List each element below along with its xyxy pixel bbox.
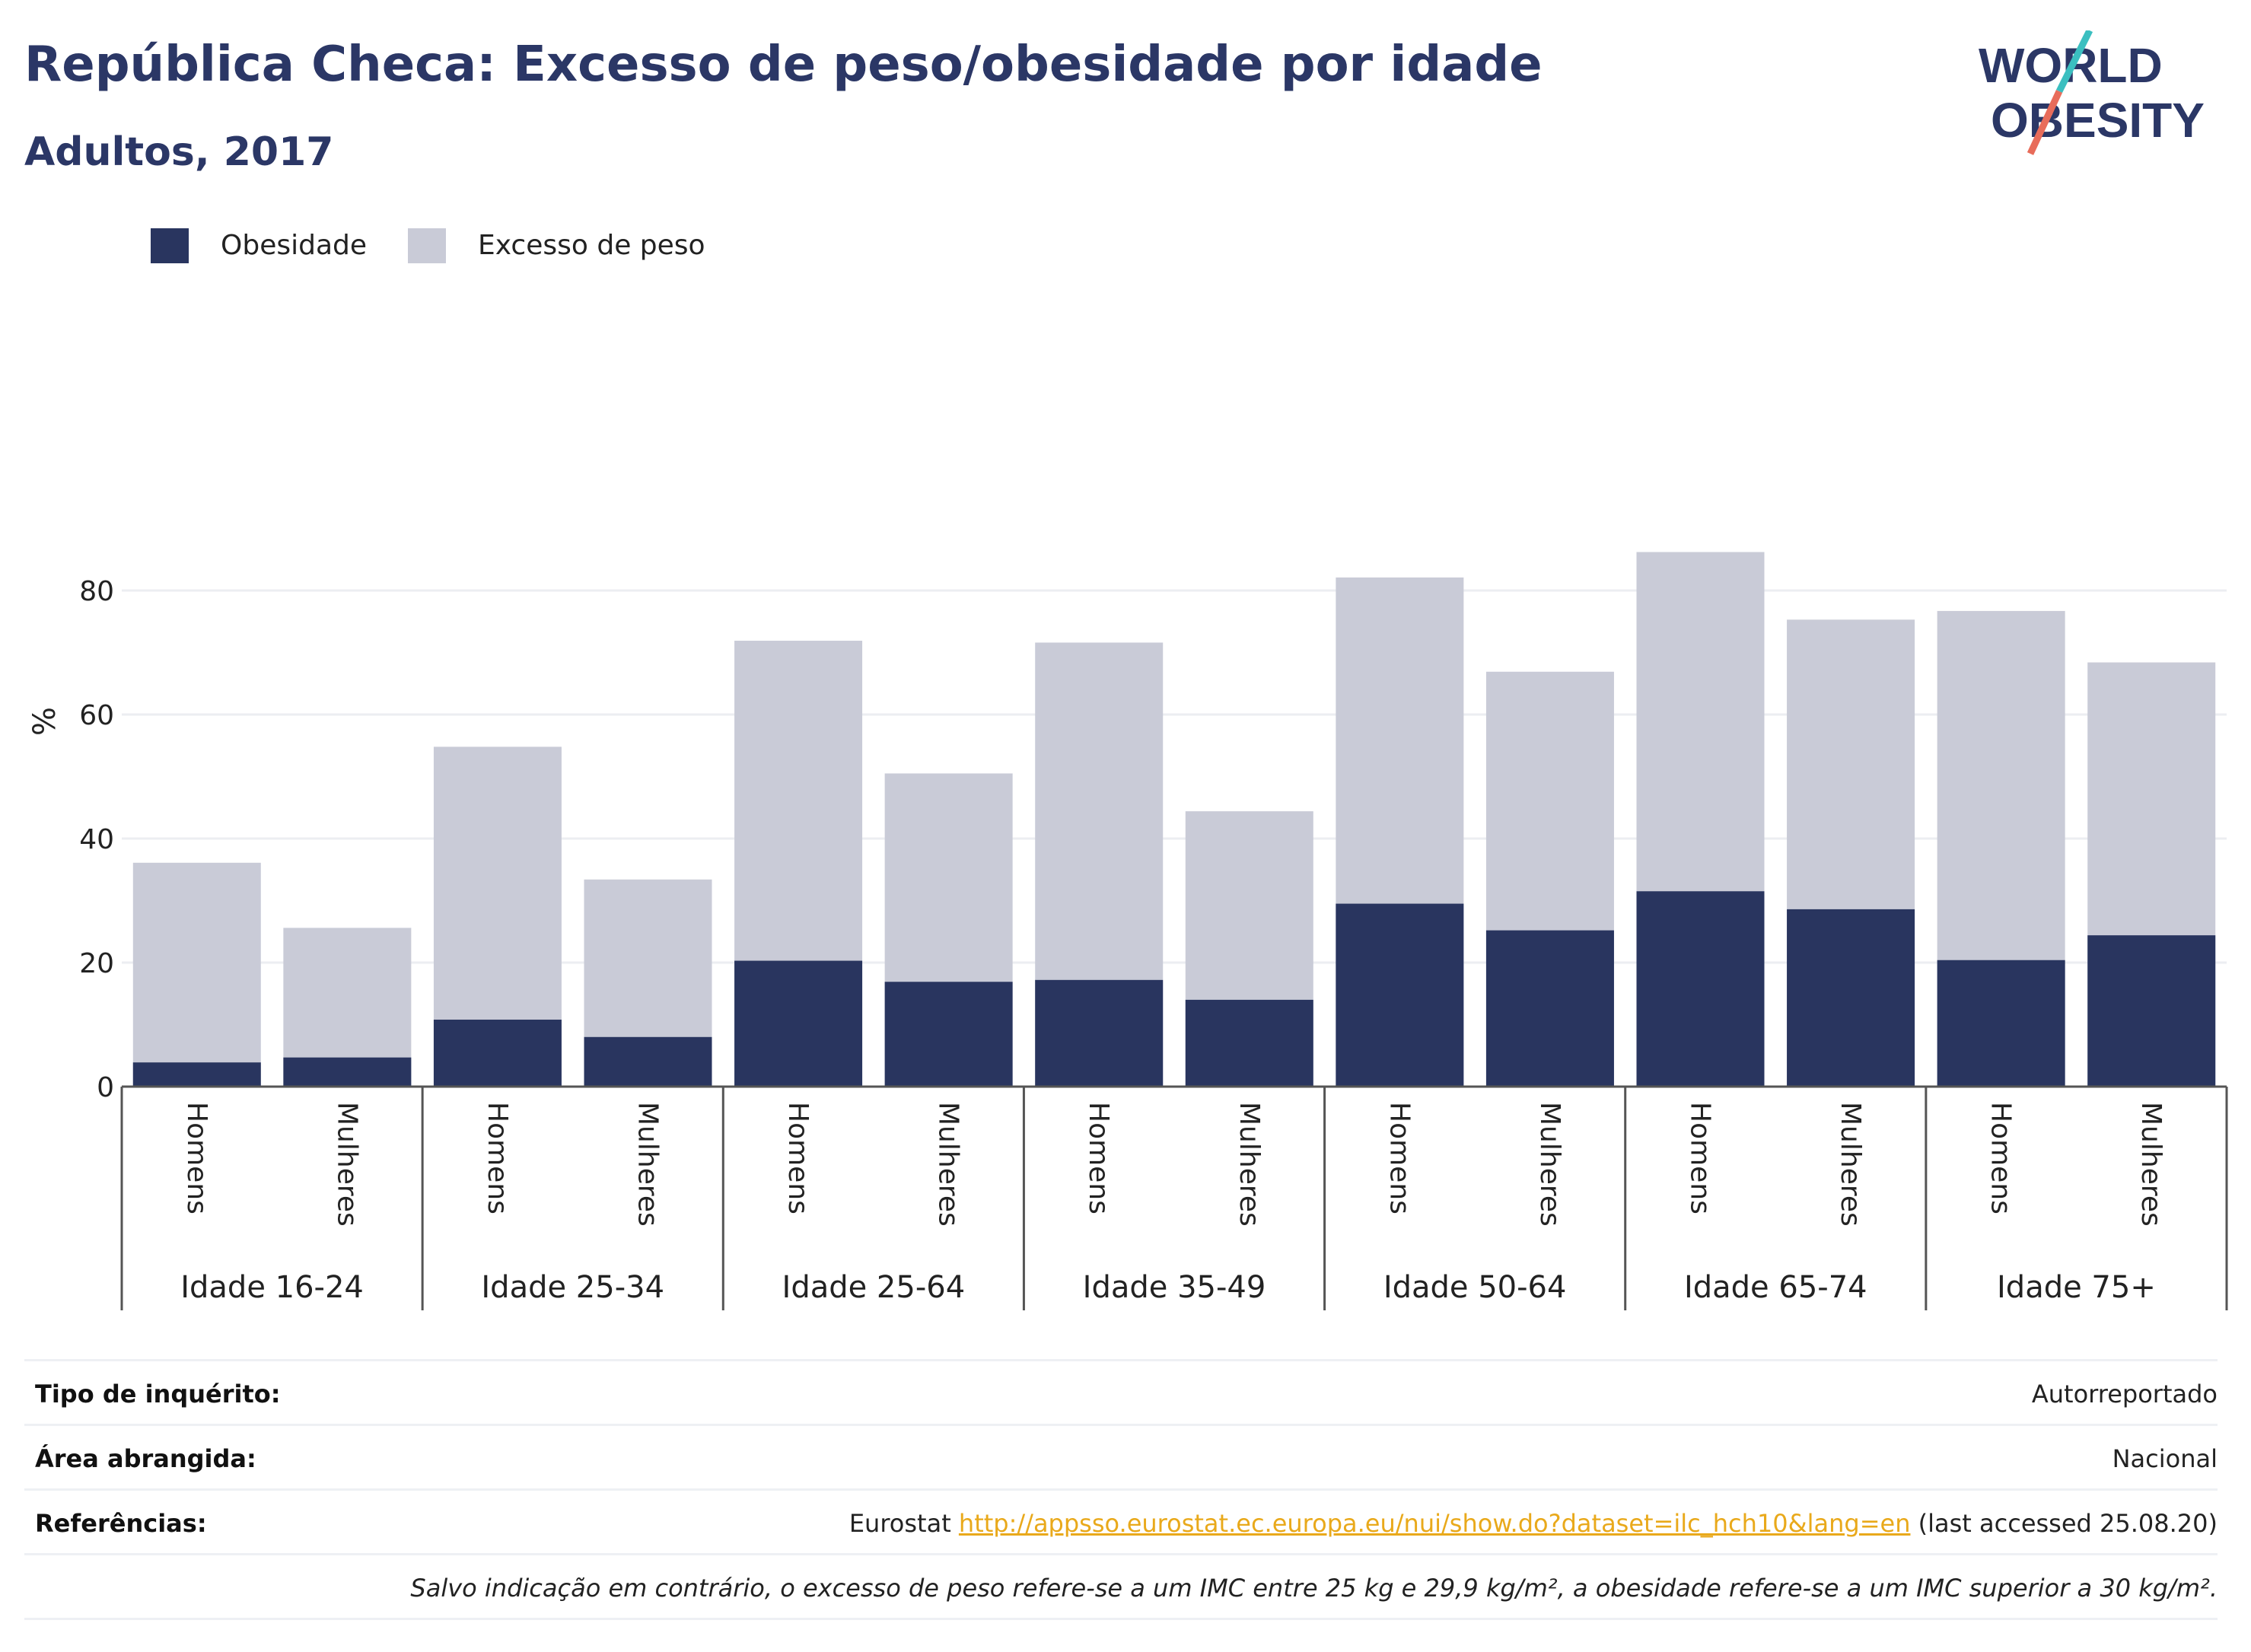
chart-title: República Checa: Excesso de peso/obesida… — [24, 37, 1543, 93]
legend-label-obesity: Obesidade — [221, 230, 368, 261]
group-label-7: Idade 75+ — [1997, 1270, 2156, 1305]
x-tick-label-5: Homens — [782, 1102, 813, 1214]
x-tick-label-3: Homens — [482, 1102, 513, 1214]
y-tick-label-80: 80 — [79, 576, 114, 607]
group-label-5: Idade 50-64 — [1383, 1270, 1567, 1305]
bar-overweight-1 — [132, 862, 261, 1087]
info-key-references: Referências: — [35, 1509, 207, 1538]
bar-obesity-6 — [884, 982, 1013, 1087]
reference-link[interactable]: http://appsso.eurostat.ec.europa.eu/nui/… — [958, 1509, 1911, 1538]
x-tick-label-9: Homens — [1383, 1102, 1415, 1214]
x-tick-label-6: Mulheres — [933, 1102, 964, 1227]
info-row-note: Salvo indicação em contrário, o excesso … — [24, 1553, 2218, 1620]
info-value-area: Nacional — [2112, 1444, 2218, 1473]
info-key-survey-type: Tipo de inquérito: — [35, 1380, 281, 1408]
group-label-2: Idade 25-34 — [481, 1270, 664, 1305]
x-tick-label-2: Mulheres — [331, 1102, 362, 1227]
group-label-4: Idade 35-49 — [1083, 1270, 1266, 1305]
bar-obesity-5 — [734, 960, 863, 1087]
info-key-area: Área abrangida: — [35, 1444, 256, 1473]
group-label-1: Idade 16-24 — [180, 1270, 364, 1305]
info-row-references: Referências: Eurostat http://appsso.euro… — [24, 1488, 2218, 1553]
bar-obesity-8 — [1185, 999, 1313, 1087]
bar-obesity-13 — [1937, 960, 2065, 1087]
group-label-6: Idade 65-74 — [1684, 1270, 1867, 1305]
y-tick-label-0: 0 — [97, 1072, 114, 1103]
info-table: Tipo de inquérito: Autorreportado Área a… — [24, 1359, 2218, 1620]
logo-slash-bottom — [2027, 90, 2063, 155]
reference-prefix: Eurostat — [849, 1509, 951, 1538]
bar-obesity-7 — [1035, 979, 1164, 1087]
y-tick-label-20: 20 — [79, 948, 114, 979]
bar-obesity-2 — [283, 1057, 412, 1087]
definition-note: Salvo indicação em contrário, o excesso … — [410, 1574, 2218, 1603]
chart-subtitle: Adultos, 2017 — [24, 129, 334, 175]
logo-slash-top — [2055, 30, 2093, 94]
y-axis-title: % — [27, 707, 62, 736]
legend-swatch-overweight — [408, 228, 446, 263]
bar-obesity-3 — [433, 1019, 562, 1087]
bar-obesity-1 — [132, 1062, 261, 1087]
reference-suffix: (last accessed 25.08.20) — [1918, 1509, 2218, 1538]
bar-obesity-10 — [1485, 930, 1614, 1087]
info-row-survey-type: Tipo de inquérito: Autorreportado — [24, 1359, 2218, 1424]
x-tick-label-12: Mulheres — [1835, 1102, 1866, 1227]
bar-obesity-11 — [1636, 891, 1765, 1087]
logo-line2: OBESITY — [1991, 93, 2205, 148]
y-tick-label-40: 40 — [79, 824, 114, 855]
x-tick-label-7: Homens — [1083, 1102, 1114, 1214]
y-tick-label-60: 60 — [79, 700, 114, 731]
info-value-references: Eurostat http://appsso.eurostat.ec.europ… — [849, 1509, 2218, 1538]
legend-label-overweight: Excesso de peso — [478, 230, 705, 261]
bar-chart: 0 20 40 60 80% Homens Mulheres Homens Mulheres Ho… — [27, 552, 2228, 1310]
x-tick-label-14: Mulheres — [2135, 1102, 2167, 1227]
bar-obesity-9 — [1336, 903, 1464, 1087]
world-obesity-logo: WORLD OBESITY — [1979, 30, 2205, 155]
x-tick-label-11: Homens — [1685, 1102, 1716, 1214]
x-tick-label-8: Mulheres — [1234, 1102, 1265, 1227]
bar-obesity-4 — [584, 1036, 712, 1087]
bar-obesity-12 — [1787, 909, 1915, 1087]
legend-swatch-obesity — [151, 228, 189, 263]
info-value-survey-type: Autorreportado — [2031, 1380, 2218, 1408]
x-tick-label-1: Homens — [181, 1102, 212, 1214]
info-row-area: Área abrangida: Nacional — [24, 1424, 2218, 1488]
x-tick-label-13: Homens — [1985, 1102, 2017, 1214]
bar-obesity-14 — [2087, 935, 2216, 1087]
group-label-3: Idade 25-64 — [782, 1270, 966, 1305]
x-tick-label-4: Mulheres — [632, 1102, 664, 1227]
x-tick-label-10: Mulheres — [1534, 1102, 1565, 1227]
